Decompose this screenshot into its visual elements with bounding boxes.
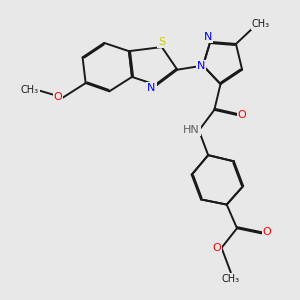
Text: O: O [53, 92, 62, 103]
Text: O: O [262, 227, 271, 237]
Text: CH₃: CH₃ [252, 20, 270, 29]
Text: N: N [204, 32, 212, 42]
Text: CH₃: CH₃ [222, 274, 240, 284]
Text: N: N [197, 61, 205, 70]
Text: HN: HN [183, 125, 200, 135]
Text: O: O [212, 243, 221, 253]
Text: O: O [238, 110, 247, 120]
Text: N: N [147, 83, 156, 93]
Text: S: S [158, 37, 165, 47]
Text: CH₃: CH₃ [21, 85, 39, 95]
